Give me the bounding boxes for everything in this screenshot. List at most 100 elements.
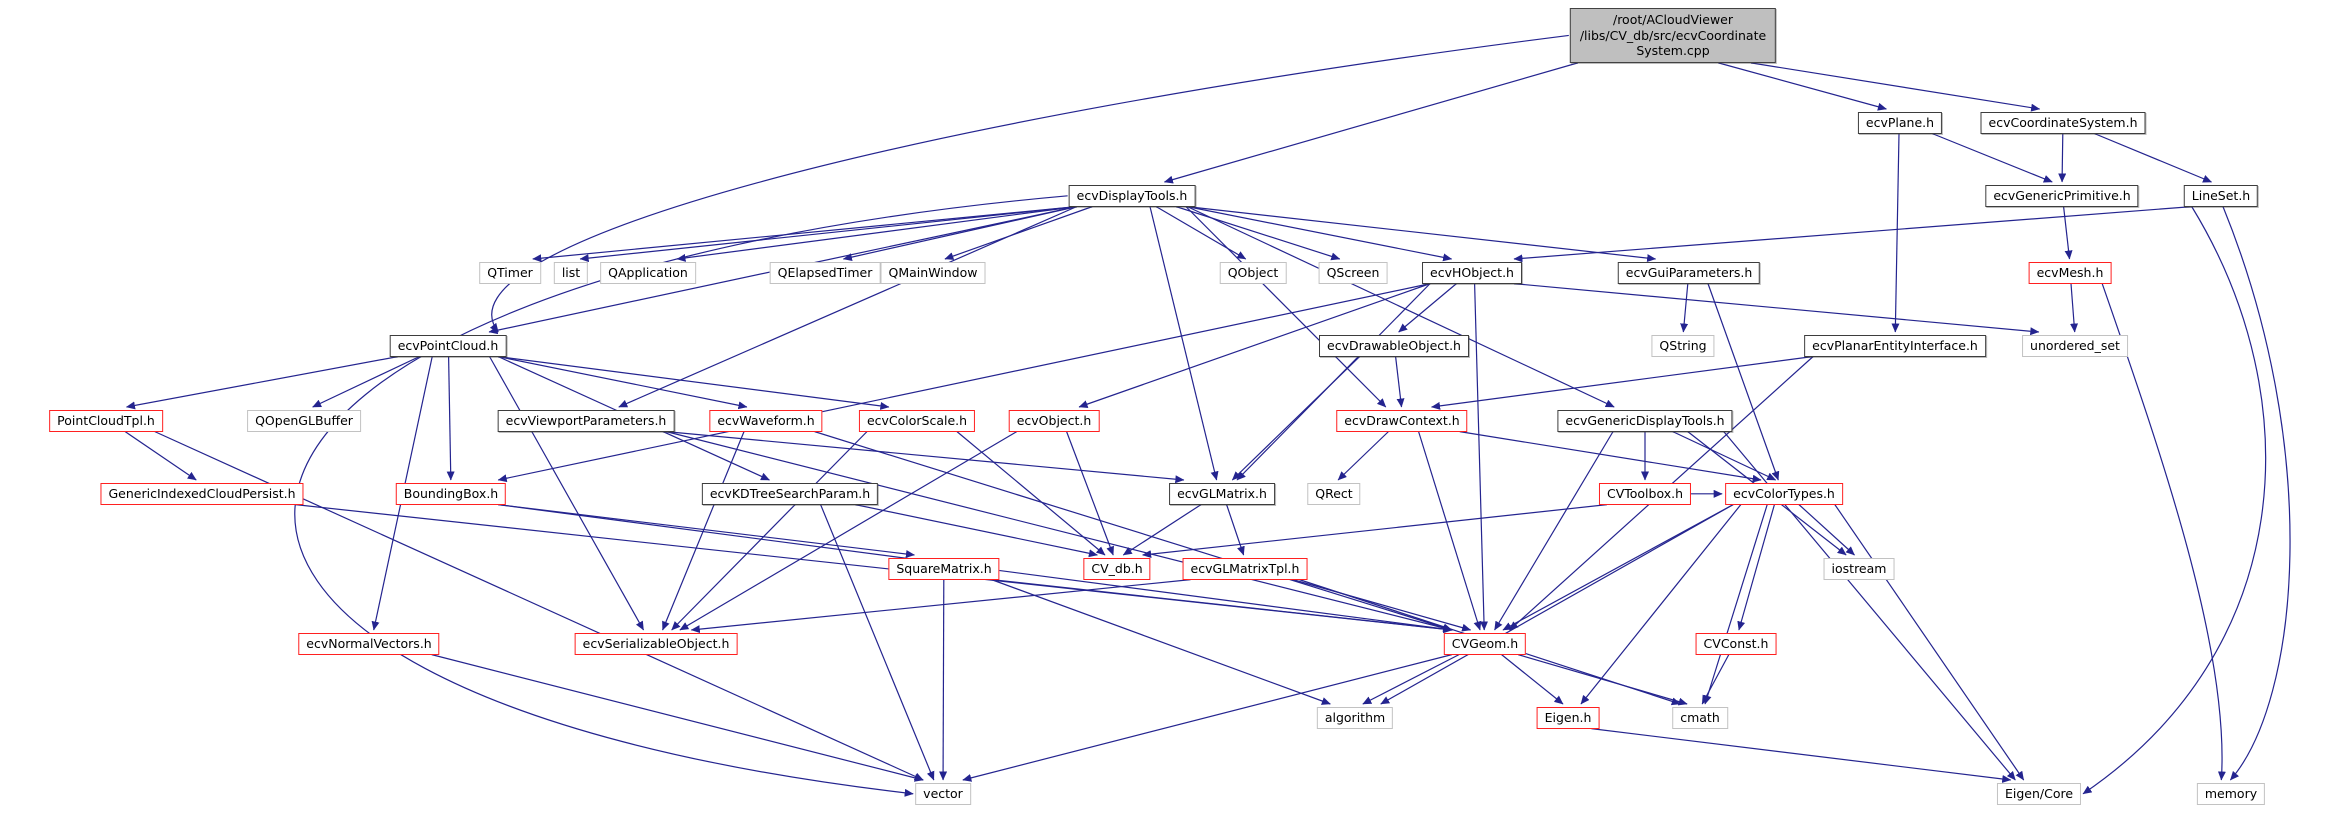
node-ecvDrawContext[interactable]: ecvDrawContext.h (1336, 410, 1468, 432)
edge-ecvGLMatrix-to-CV_db (1122, 504, 1202, 556)
node-label: ecvCoordinateSystem.h (1988, 115, 2138, 130)
edge-ecvPlane-to-ecvPlanarEntityInterface (1891, 133, 1900, 333)
node-algorithm: algorithm (1316, 707, 1394, 729)
edge-LineSet-to-EigenCore (2082, 206, 2267, 795)
node-label: ecvNormalVectors.h (306, 636, 432, 651)
edge-CVGeom-to-Eigen_h (1501, 654, 1564, 705)
node-PointCloudTpl[interactable]: PointCloudTpl.h (49, 410, 163, 432)
node-ecvKDTreeSearchParam[interactable]: ecvKDTreeSearchParam.h (701, 483, 879, 505)
node-label: unordered_set (2030, 338, 2120, 353)
node-label: ecvHObject.h (1430, 265, 1514, 280)
node-ecvColorTypes[interactable]: ecvColorTypes.h (1725, 483, 1843, 505)
edge-ecvObject-to-CV_db (1066, 431, 1114, 556)
node-ecvWaveform[interactable]: ecvWaveform.h (709, 410, 823, 432)
node-cmath: cmath (1672, 707, 1728, 729)
edge-ecvGLMatrix-to-ecvGLMatrixTpl (1226, 504, 1245, 556)
node-label: ecvGLMatrix.h (1177, 486, 1267, 501)
node-ecvPointCloud[interactable]: ecvPointCloud.h (389, 335, 507, 357)
edge-ecvDisplayTools-to-ecvViewportParameters (618, 206, 1077, 408)
edge-ecvHObject-to-BoundingBox (497, 283, 1431, 483)
node-ecvDrawableObject[interactable]: ecvDrawableObject.h (1319, 335, 1469, 357)
edge-LineSet-to-memory (2222, 206, 2291, 781)
node-ecvDisplayTools[interactable]: ecvDisplayTools.h (1068, 185, 1196, 207)
node-label: ecvPlane.h (1865, 115, 1935, 130)
edge-root-to-ecvPointCloud (489, 34, 1569, 333)
node-ecvGuiParameters[interactable]: ecvGuiParameters.h (1617, 262, 1761, 284)
node-label: ecvWaveform.h (717, 413, 815, 428)
edge-ecvColorTypes-to-Eigen_h (1580, 504, 1742, 705)
edges-group (124, 34, 2291, 797)
edge-ecvDrawContext-to-QRect (1337, 431, 1389, 481)
node-ecvNormalVectors[interactable]: ecvNormalVectors.h (298, 633, 440, 655)
node-label: ecvObject.h (1016, 413, 1092, 428)
node-vector: vector (915, 783, 971, 805)
node-CVToolbox[interactable]: CVToolbox.h (1598, 483, 1692, 505)
edge-ecvColorTypes-to-iostream (1798, 504, 1855, 556)
node-ecvPlanarEntityInterface[interactable]: ecvPlanarEntityInterface.h (1804, 335, 1986, 357)
edge-ecvPointCloud-to-BoundingBox (446, 356, 455, 481)
edge-SquareMatrix-to-vector (939, 579, 948, 781)
edge-LineSet-to-ecvHObject (1513, 206, 2192, 263)
node-ecvObject[interactable]: ecvObject.h (1008, 410, 1100, 432)
edge-ecvDisplayTools-to-ecvGLMatrix (1149, 206, 1219, 481)
edge-BoundingBox-to-SquareMatrix (498, 504, 915, 558)
node-label: memory (2204, 786, 2258, 801)
node-QElapsedTimer: QElapsedTimer (769, 262, 881, 284)
edge-ecvNormalVectors-to-vector (431, 654, 924, 782)
node-ecvMesh[interactable]: ecvMesh.h (2028, 262, 2112, 284)
node-label: /root/ACloudViewer /libs/CV_db/src/ecvCo… (1579, 12, 1767, 59)
edge-ecvCoordinateSystem-to-ecvGenericPrimitive (2058, 133, 2067, 183)
node-ecvViewportParameters[interactable]: ecvViewportParameters.h (497, 410, 675, 432)
edge-ecvKDTreeSearchParam-to-vector (820, 504, 935, 781)
edge-CVGeom-to-cmath (1518, 654, 1688, 706)
edge-ecvColorTypes-to-algorithm (1380, 504, 1734, 705)
node-LineSet[interactable]: LineSet.h (2183, 185, 2259, 207)
node-label: ecvGuiParameters.h (1625, 265, 1753, 280)
node-label: QTimer (487, 265, 533, 280)
node-ecvGenericDisplayTools[interactable]: ecvGenericDisplayTools.h (1557, 410, 1733, 432)
node-GenericIndexedCloudPersist[interactable]: GenericIndexedCloudPersist.h (100, 483, 304, 505)
edge-ecvPointCloud-to-ecvWaveform (498, 356, 748, 410)
edge-ecvDisplayTools-to-QApplication (676, 206, 1077, 262)
edge-ecvGuiParameters-to-QString (1680, 283, 1689, 333)
edge-ecvDisplayTools-to-ecvDrawContext (1185, 206, 1387, 408)
node-CV_db[interactable]: CV_db.h (1083, 558, 1151, 580)
node-label: SquareMatrix.h (896, 561, 992, 576)
node-label: GenericIndexedCloudPersist.h (108, 486, 296, 501)
node-ecvCoordinateSystem[interactable]: ecvCoordinateSystem.h (1980, 112, 2146, 134)
node-label: ecvColorScale.h (866, 413, 968, 428)
node-ecvColorScale[interactable]: ecvColorScale.h (858, 410, 976, 432)
node-memory: memory (2196, 783, 2266, 805)
node-BoundingBox[interactable]: BoundingBox.h (395, 483, 507, 505)
edge-ecvColorTypes-to-CVConst (1737, 504, 1775, 631)
edge-ecvViewportParameters-to-CVGeom (666, 431, 1453, 632)
edge-ecvDisplayTools-to-list (579, 206, 1077, 263)
edge-ecvPointCloud-to-ecvColorScale (498, 356, 890, 410)
node-ecvSerializableObject[interactable]: ecvSerializableObject.h (574, 633, 738, 655)
node-iostream: iostream (1823, 558, 1895, 580)
node-label: ecvGenericPrimitive.h (1993, 188, 2131, 203)
edge-ecvPointCloud-to-ecvSerializableObject (489, 356, 645, 631)
node-label: ecvKDTreeSearchParam.h (709, 486, 871, 501)
edge-CVGeom-to-vector (962, 654, 1452, 782)
node-ecvGenericPrimitive[interactable]: ecvGenericPrimitive.h (1985, 185, 2139, 207)
edge-ecvWaveform-to-ecvSerializableObject (662, 431, 745, 631)
node-ecvGLMatrix[interactable]: ecvGLMatrix.h (1169, 483, 1275, 505)
node-ecvPlane[interactable]: ecvPlane.h (1857, 112, 1943, 134)
node-label: ecvDisplayTools.h (1076, 188, 1188, 203)
node-label: iostream (1831, 561, 1887, 576)
node-ecvHObject[interactable]: ecvHObject.h (1422, 262, 1522, 284)
edge-ecvDisplayTools-to-QTimer (532, 206, 1077, 263)
node-ecvGLMatrixTpl[interactable]: ecvGLMatrixTpl.h (1182, 558, 1308, 580)
node-QTimer: QTimer (479, 262, 541, 284)
edge-ecvMesh-to-unordered_set (2070, 283, 2079, 333)
node-list: list (553, 262, 589, 284)
node-label: ecvGenericDisplayTools.h (1565, 413, 1725, 428)
node-label: ecvGLMatrixTpl.h (1190, 561, 1300, 576)
node-Eigen_h[interactable]: Eigen.h (1536, 707, 1600, 729)
node-label: CVConst.h (1703, 636, 1769, 651)
node-CVGeom[interactable]: CVGeom.h (1443, 633, 1527, 655)
node-CVConst[interactable]: CVConst.h (1695, 633, 1777, 655)
node-SquareMatrix[interactable]: SquareMatrix.h (888, 558, 1000, 580)
